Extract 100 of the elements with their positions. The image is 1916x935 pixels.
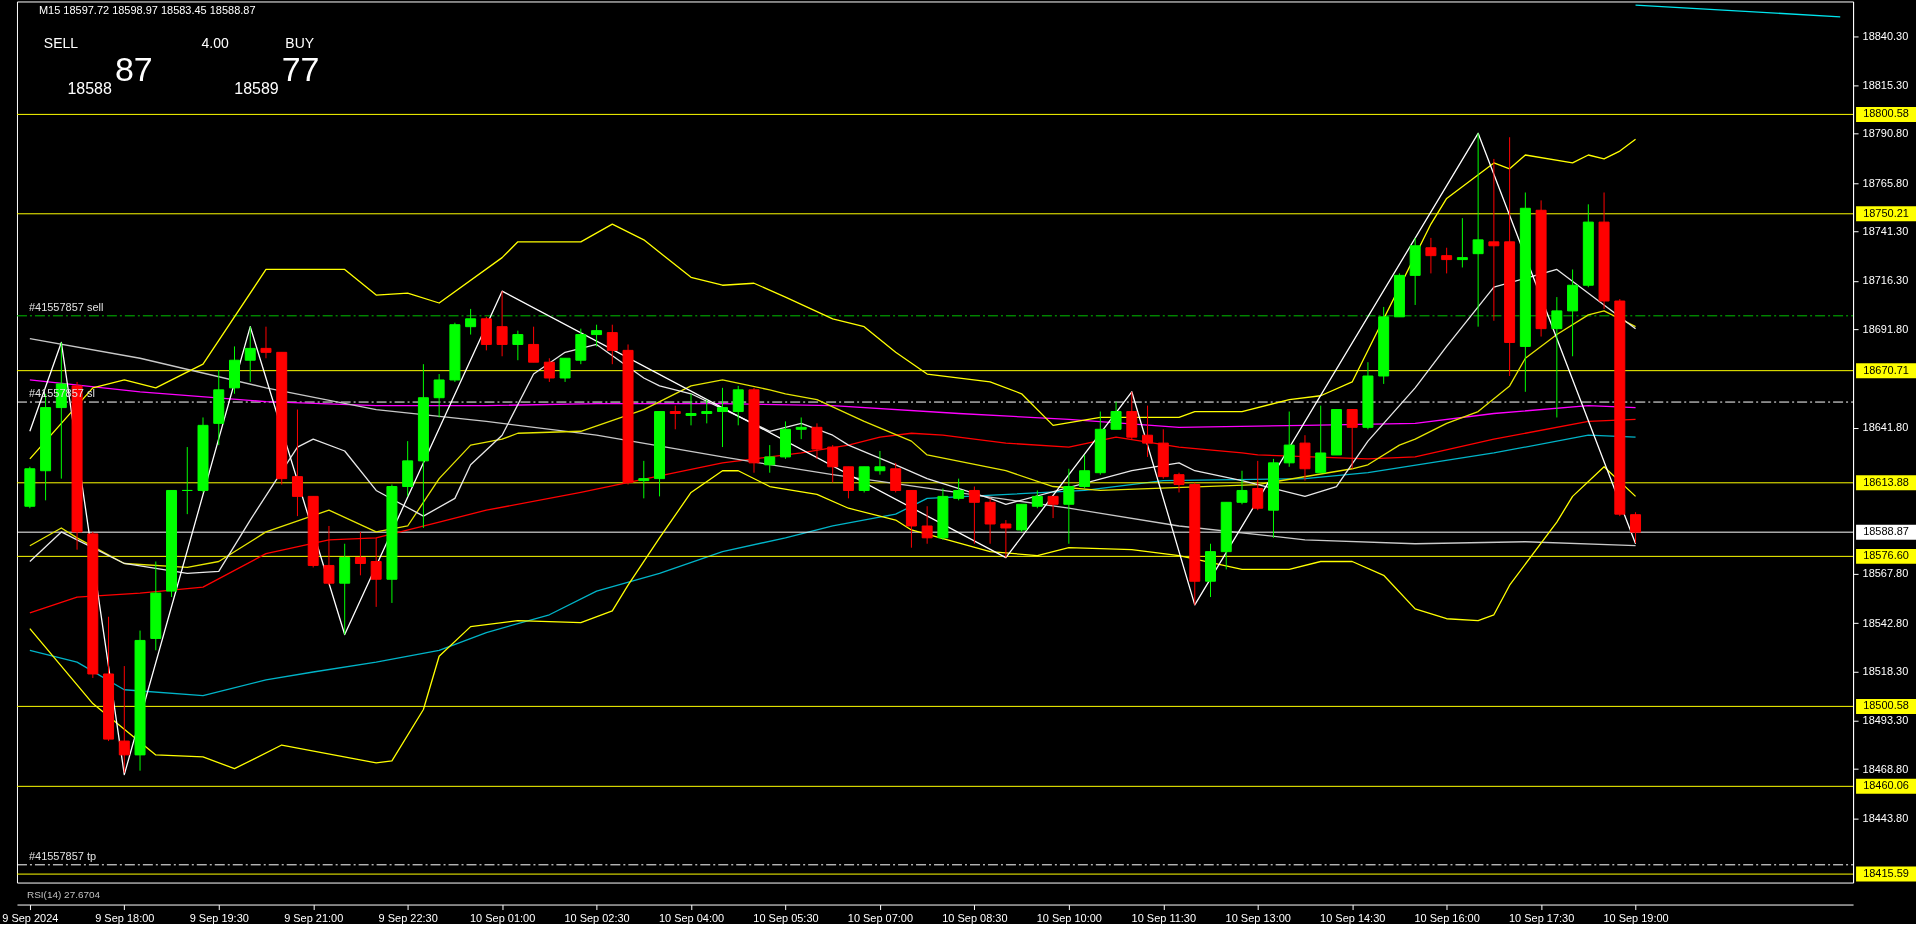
x-tick-label: 9 Sep 19:30	[189, 912, 249, 925]
candlestick	[968, 486, 980, 545]
y-tick-label: 18840.30	[1862, 29, 1909, 42]
ref-line-label: 18415.59	[1863, 867, 1909, 880]
x-tick-label: 9 Sep 18:00	[95, 912, 155, 925]
y-tick-label: 18493.30	[1862, 714, 1909, 727]
ref-line-label: 18500.58	[1863, 699, 1909, 712]
candlestick	[685, 393, 697, 426]
candlestick	[732, 385, 744, 426]
candlestick	[638, 460, 650, 499]
annotation: 4.00	[201, 35, 229, 52]
candlestick	[543, 357, 555, 383]
y-tick-label: 18790.80	[1862, 127, 1909, 140]
annotation: BUY	[285, 35, 315, 52]
y-tick-label: 18691.80	[1862, 322, 1909, 335]
candlestick	[842, 466, 854, 499]
y-tick-label: 18815.30	[1862, 78, 1909, 91]
y-tick-label: 18741.30	[1862, 224, 1909, 237]
candlestick	[465, 308, 477, 336]
y-tick-label: 18518.30	[1862, 664, 1909, 677]
candlestick	[1079, 454, 1091, 489]
x-tick-label: 10 Sep 16:00	[1414, 912, 1480, 925]
ref-line-label: #41557857 sell	[28, 300, 104, 313]
candlestick	[1488, 158, 1500, 322]
candlestick	[1551, 296, 1563, 418]
line-series	[29, 337, 1637, 547]
annotation: 77	[281, 50, 320, 89]
y-tick-label: 18468.80	[1862, 762, 1909, 775]
ref-line-label: 18613.88	[1863, 475, 1909, 488]
line-series	[29, 268, 1637, 574]
y-tick-label: 18641.80	[1862, 421, 1909, 434]
candlestick	[890, 462, 902, 493]
x-tick-label: 10 Sep 11:30	[1131, 912, 1197, 925]
candlestick	[1630, 511, 1642, 544]
annotation: SELL	[43, 35, 79, 52]
x-tick-label: 10 Sep 13:00	[1225, 912, 1291, 925]
x-tick-label: 10 Sep 19:00	[1603, 912, 1669, 925]
candlestick	[1110, 401, 1122, 430]
y-tick-label: 18567.80	[1862, 567, 1909, 580]
x-tick-label: 9 Sep 2024	[2, 912, 59, 925]
candlestick	[874, 450, 886, 476]
ref-line-label: 18670.71	[1863, 363, 1909, 376]
candlestick	[433, 373, 445, 418]
candlestick	[606, 324, 618, 365]
candlestick	[827, 444, 839, 484]
candlestick	[370, 537, 382, 608]
ref-line-label: 18460.06	[1863, 779, 1909, 792]
x-tick-label: 10 Sep 08:30	[942, 912, 1008, 925]
candlestick	[1283, 411, 1295, 468]
y-tick-label: 18765.80	[1862, 176, 1909, 189]
candlestick	[244, 326, 256, 383]
line-series	[29, 379, 1637, 428]
candlestick	[260, 326, 272, 359]
annotation: 18588	[67, 80, 112, 98]
ref-line-label: #41557857 tp	[28, 849, 97, 862]
candlestick	[701, 399, 713, 424]
candlestick	[591, 324, 603, 347]
candlestick	[1252, 460, 1264, 511]
candlestick	[669, 405, 681, 430]
x-tick-label: 10 Sep 04:00	[658, 912, 725, 925]
candlestick	[181, 446, 193, 515]
text: RSI(14) 27.6704	[26, 888, 101, 900]
candlestick	[559, 357, 571, 383]
candlestick	[764, 444, 776, 474]
annotation: 18589	[234, 80, 279, 98]
x-tick-label: 10 Sep 14:30	[1320, 912, 1386, 925]
candlestick	[528, 326, 540, 363]
candlestick	[496, 290, 508, 357]
annotation: 87	[114, 50, 153, 89]
candlestick	[118, 665, 130, 774]
candlestick	[717, 387, 728, 448]
y-tick-label: 18716.30	[1862, 274, 1909, 287]
x-tick-label: 10 Sep 17:30	[1508, 912, 1575, 925]
candlestick	[1456, 217, 1468, 268]
candlestick	[1173, 472, 1185, 493]
candlestick	[795, 416, 807, 440]
x-tick-label: 9 Sep 22:30	[378, 912, 438, 925]
x-tick-label: 10 Sep 02:30	[564, 912, 630, 925]
candlestick	[953, 478, 965, 501]
x-tick-label: 10 Sep 01:00	[469, 912, 536, 925]
candlestick	[1236, 470, 1248, 505]
y-tick-label: 18443.80	[1862, 811, 1909, 824]
y-tick-label: 18542.80	[1862, 616, 1909, 629]
candlestick	[1472, 132, 1484, 328]
candlestick	[354, 531, 366, 576]
candlestick	[921, 505, 933, 545]
line-series	[29, 310, 1637, 569]
candlestick	[858, 466, 870, 493]
ref-line-label: 18800.58	[1863, 107, 1909, 120]
candlestick	[512, 330, 524, 361]
candlestick	[1047, 495, 1059, 519]
x-tick-label: 10 Sep 10:00	[1036, 912, 1102, 925]
candlestick	[1425, 237, 1437, 274]
line-series	[29, 434, 1637, 697]
candlestick	[1441, 247, 1453, 274]
candlestick	[1063, 468, 1075, 545]
x-tick-label: 9 Sep 21:00	[284, 912, 344, 925]
candlestick	[1315, 405, 1327, 474]
candlestick	[323, 525, 335, 586]
ref-line-label: 18576.60	[1863, 549, 1909, 562]
